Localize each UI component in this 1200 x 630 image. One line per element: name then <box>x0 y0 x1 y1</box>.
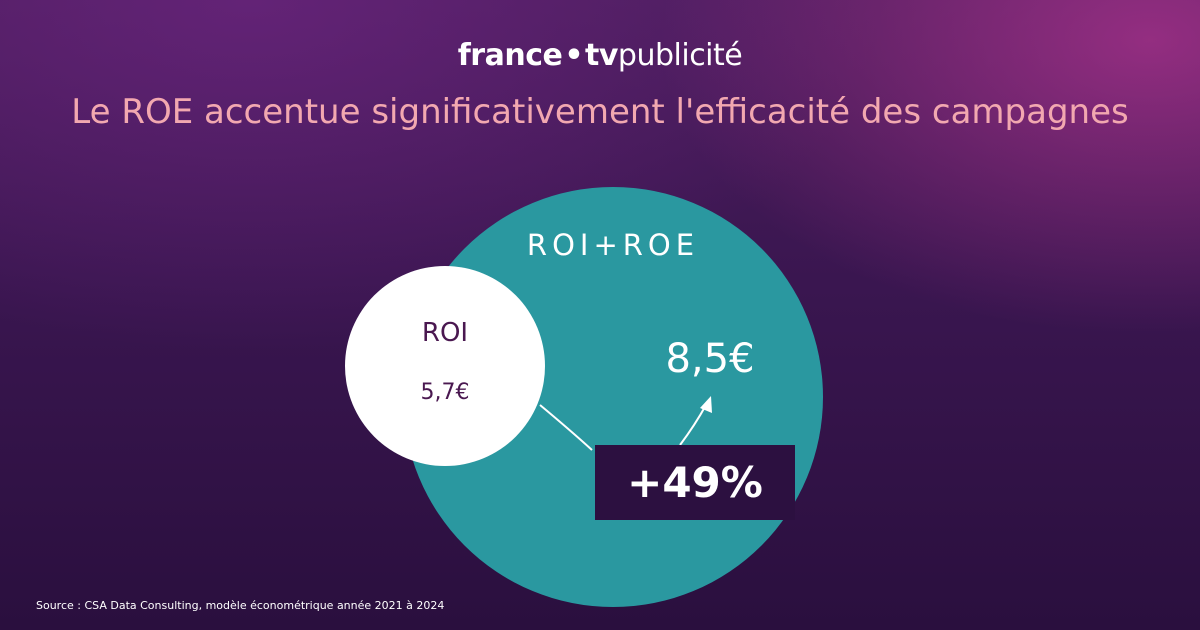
page-title: Le ROE accentue significativement l'effi… <box>71 92 1129 132</box>
roi-circle <box>345 266 545 466</box>
roi-roe-label: ROI+ROE <box>526 228 700 262</box>
brand-logo-dot: • <box>564 38 584 73</box>
brand-logo-part-france: france <box>457 38 563 73</box>
brand-logo-part-tv: tv <box>585 38 618 73</box>
brand-logo: france•tvpublicité <box>0 38 1200 73</box>
growth-arrow-head <box>700 396 712 413</box>
roi-roe-value: 8,5€ <box>665 336 755 382</box>
growth-arrow-upper-curve <box>679 404 707 446</box>
growth-arrow-curve <box>539 404 593 451</box>
roi-label: ROI <box>421 318 469 348</box>
roi-value: 5,7€ <box>420 380 470 405</box>
brand-logo-part-publicite: publicité <box>617 38 743 73</box>
source-note: Source : CSA Data Consulting, modèle éco… <box>36 599 445 612</box>
increase-badge: +49% <box>595 445 795 520</box>
increase-value: +49% <box>627 458 763 507</box>
